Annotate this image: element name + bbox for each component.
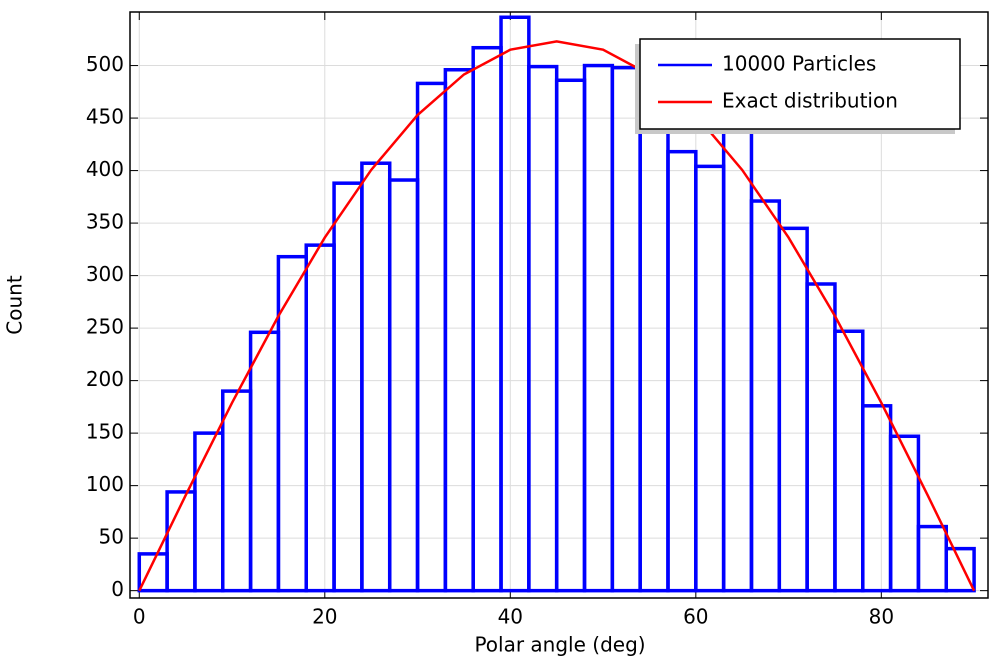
x-tick-label: 20 — [312, 605, 337, 629]
y-tick-label: 300 — [86, 262, 124, 286]
y-tick-label: 250 — [86, 315, 124, 339]
x-tick-label: 0 — [133, 605, 146, 629]
histogram-bar — [638, 84, 670, 593]
histogram-bar — [304, 243, 336, 593]
histogram-bar — [443, 68, 475, 593]
x-tick-label: 60 — [683, 605, 708, 629]
legend-label: 10000 Particles — [722, 52, 876, 76]
legend — [639, 38, 961, 130]
histogram-bar — [248, 330, 281, 593]
histogram-bar — [554, 78, 587, 593]
histogram-bar — [666, 149, 698, 593]
x-tick-label: 80 — [869, 605, 894, 629]
y-tick-label: 400 — [86, 157, 124, 181]
plot-frame — [129, 11, 989, 599]
histogram-bar — [916, 524, 949, 593]
histogram-bar — [527, 64, 559, 593]
histogram-bar — [332, 181, 364, 593]
x-axis-label: Polar angle (deg) — [474, 633, 645, 657]
y-tick-label: 100 — [86, 472, 124, 496]
histogram-bar — [694, 164, 726, 593]
y-tick-label: 350 — [86, 210, 124, 234]
y-tick-label: 200 — [86, 367, 124, 391]
y-tick-label: 150 — [86, 420, 124, 444]
histogram-bar — [471, 45, 503, 593]
histogram-bar — [387, 178, 420, 593]
legend-label: Exact distribution — [722, 89, 898, 113]
histogram-bar — [888, 434, 921, 593]
y-axis-label: Count — [3, 275, 27, 335]
x-tick-label: 40 — [498, 605, 523, 629]
curve — [138, 40, 976, 592]
histogram-bar — [944, 546, 976, 593]
histogram-bar — [360, 161, 392, 593]
histogram-bar — [833, 329, 865, 593]
histogram-bar — [193, 431, 225, 593]
histogram-bar — [221, 389, 253, 593]
histogram-bar — [610, 65, 642, 593]
y-tick-label: 0 — [111, 577, 124, 601]
y-tick-label: 50 — [99, 525, 124, 549]
histogram-bar — [805, 282, 837, 593]
histogram-bar — [777, 226, 809, 593]
histogram-bar — [749, 199, 782, 593]
y-tick-label: 500 — [86, 52, 124, 76]
histogram-bar — [721, 116, 754, 593]
histogram-bar — [415, 81, 448, 593]
y-tick-label: 450 — [86, 105, 124, 129]
histogram-bar — [499, 15, 531, 593]
